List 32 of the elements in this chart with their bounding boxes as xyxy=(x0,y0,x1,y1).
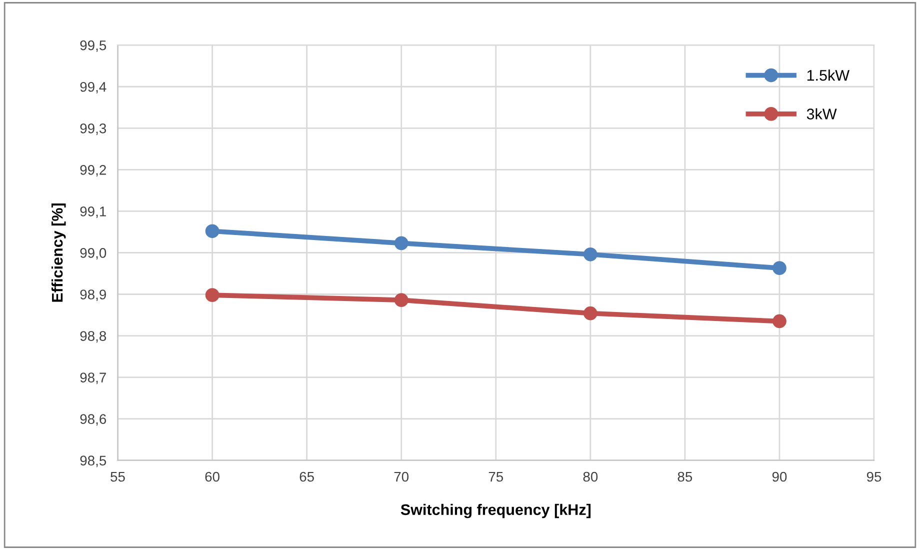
y-tick-label: 98,6 xyxy=(80,414,106,426)
y-axis-title: Efficiency [%] xyxy=(51,203,66,302)
point xyxy=(205,288,220,302)
x-tick-label: 55 xyxy=(110,472,125,482)
x-tick-label: 85 xyxy=(678,472,692,482)
y-tick-label: 99,2 xyxy=(80,165,106,176)
point xyxy=(772,314,786,328)
point xyxy=(583,247,598,262)
y-tick-label: 99,0 xyxy=(80,248,106,260)
point xyxy=(205,224,220,238)
point xyxy=(772,261,786,276)
x-tick-label: 75 xyxy=(488,472,504,482)
y-tick-label: 98,8 xyxy=(80,331,106,343)
y-tick-label: 99,3 xyxy=(80,123,106,135)
y-tick-label: 99,5 xyxy=(80,40,106,52)
y-tick-label: 98,5 xyxy=(80,456,106,468)
legend-label: 3kW xyxy=(806,108,837,120)
y-tick-label: 99,4 xyxy=(80,82,106,94)
point xyxy=(394,293,408,308)
legend-label: 1.5kW xyxy=(807,70,850,81)
x-axis-title: Switching frequency [kHz] xyxy=(400,504,591,518)
point xyxy=(583,306,598,320)
x-tick-label: 65 xyxy=(300,472,314,482)
x-tick-label: 90 xyxy=(772,472,787,482)
x-tick-label: 95 xyxy=(866,472,882,482)
point xyxy=(394,236,408,250)
y-tick-label: 98,9 xyxy=(80,290,106,302)
y-tick-label: 98,7 xyxy=(80,372,106,384)
x-tick-label: 70 xyxy=(394,472,409,482)
x-tick-label: 60 xyxy=(205,472,220,482)
x-tick-label: 80 xyxy=(583,472,598,482)
y-tick-label: 99,1 xyxy=(80,206,106,218)
